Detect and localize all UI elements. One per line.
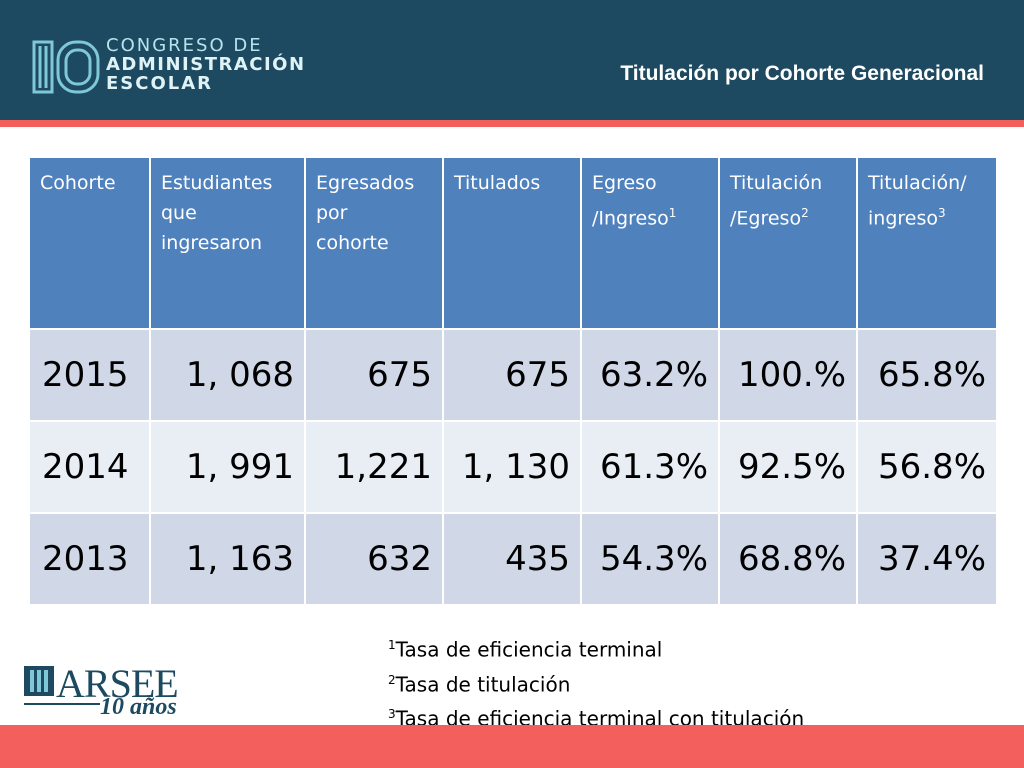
footer-bar	[0, 725, 1024, 768]
column-header-line: Titulados	[454, 172, 541, 194]
table-cell: 65.8%	[856, 328, 998, 422]
footnote-item: 1Tasa de eficiencia terminal	[388, 630, 804, 665]
column-header-text: ingreso	[868, 207, 938, 230]
column-header-line: Estudiantes	[161, 172, 273, 194]
table-cell: 100.%	[718, 328, 858, 422]
column-header-line: Egreso	[592, 172, 657, 194]
table-cell: 1, 130	[442, 420, 582, 514]
table-cell: 68.8%	[718, 512, 858, 606]
table-cell: 675	[442, 328, 582, 422]
table-cell: 675	[304, 328, 444, 422]
column-header-line: Cohorte	[40, 172, 116, 194]
footnote-number: 2	[388, 672, 396, 687]
arsee-logo-icon	[24, 666, 100, 705]
table-cell: 37.4%	[856, 512, 998, 606]
table-row: 2014 1, 991 1,221 1, 130 61.3% 92.5% 56.8%	[28, 420, 998, 514]
footnote-marker: 1	[668, 206, 677, 220]
logo-line-1: CONGRESO DE	[106, 35, 263, 56]
footnotes: 1Tasa de eficiencia terminal 2Tasa de tit…	[388, 630, 804, 734]
cohort-table: Cohorte Estudiantes que ingresaron Egresados…	[28, 156, 998, 606]
table-cell: 435	[442, 512, 582, 606]
footnote-marker: 3	[938, 206, 946, 220]
footnote-number: 3	[388, 707, 396, 722]
column-header-text: /Egreso	[730, 207, 802, 230]
table-row: 2013 1, 163 632 435 54.3% 68.8% 37.4%	[28, 512, 998, 606]
congress-10-logo-icon	[32, 40, 100, 94]
table-cell: 1, 991	[149, 420, 306, 514]
table-cell: 56.8%	[856, 420, 998, 514]
column-header-line: por	[316, 202, 348, 224]
slide-title: Titulación por Cohorte Generacional	[620, 62, 984, 85]
column-header-line: cohorte	[316, 232, 389, 254]
footnote-text: Tasa de eficiencia terminal	[395, 637, 663, 662]
table-row: 2015 1, 068 675 675 63.2% 100.% 65.8%	[28, 328, 998, 422]
table-cell: 1, 163	[149, 512, 306, 606]
arsee-logo-sub: 10 años	[100, 694, 177, 720]
footnote-item: 2Tasa de titulación	[388, 665, 804, 700]
cohort-year-cell: 2013	[28, 512, 151, 606]
footnote-text: Tasa de titulación	[395, 672, 571, 697]
column-header: Cohorte	[28, 156, 151, 330]
congress-logo-text: CONGRESO DE ADMINISTRACIÓN ESCOLAR	[106, 36, 306, 93]
footnote-marker: 2	[801, 206, 809, 220]
table-cell: 632	[304, 512, 444, 606]
column-header: Egreso/Ingreso1	[580, 156, 720, 330]
table-cell: 63.2%	[580, 328, 720, 422]
table-cell: 1, 068	[149, 328, 306, 422]
table-cell: 92.5%	[718, 420, 858, 514]
column-header: Estudiantes que ingresaron	[149, 156, 306, 330]
logo-line-2: ADMINISTRACIÓN	[106, 54, 306, 75]
column-header: Titulación/Egreso2	[718, 156, 858, 330]
header-stripe	[0, 120, 1024, 127]
column-header-line: que	[161, 202, 197, 224]
column-header: Titulación/ingreso3	[856, 156, 998, 330]
column-header-line: /Ingreso1	[592, 198, 708, 233]
table-cell: 1,221	[304, 420, 444, 514]
column-header-line: Titulación/	[868, 172, 967, 194]
arsee-logo-name: ARSEE	[56, 661, 179, 706]
header-bar	[0, 0, 1024, 120]
table-cell: 61.3%	[580, 420, 720, 514]
column-header-line: Egresados	[316, 172, 415, 194]
logo-line-3: ESCOLAR	[106, 73, 214, 94]
column-header-line: ingresaron	[161, 232, 263, 254]
footnote-number: 1	[388, 638, 396, 652]
table-cell: 54.3%	[580, 512, 720, 606]
column-header: Titulados	[442, 156, 582, 330]
column-header-line: ingreso3	[868, 198, 986, 233]
cohort-year-cell: 2015	[28, 328, 151, 422]
column-header: Egresados por cohorte	[304, 156, 444, 330]
table-header-row: Cohorte Estudiantes que ingresaron Egresados…	[28, 156, 998, 330]
cohort-year-cell: 2014	[28, 420, 151, 514]
column-header-line: Titulación	[730, 172, 823, 194]
column-header-text: /Ingreso	[592, 207, 669, 230]
table-body: 2015 1, 068 675 675 63.2% 100.% 65.8% 2014 1, 99…	[28, 328, 998, 606]
column-header-line: /Egreso2	[730, 198, 846, 233]
